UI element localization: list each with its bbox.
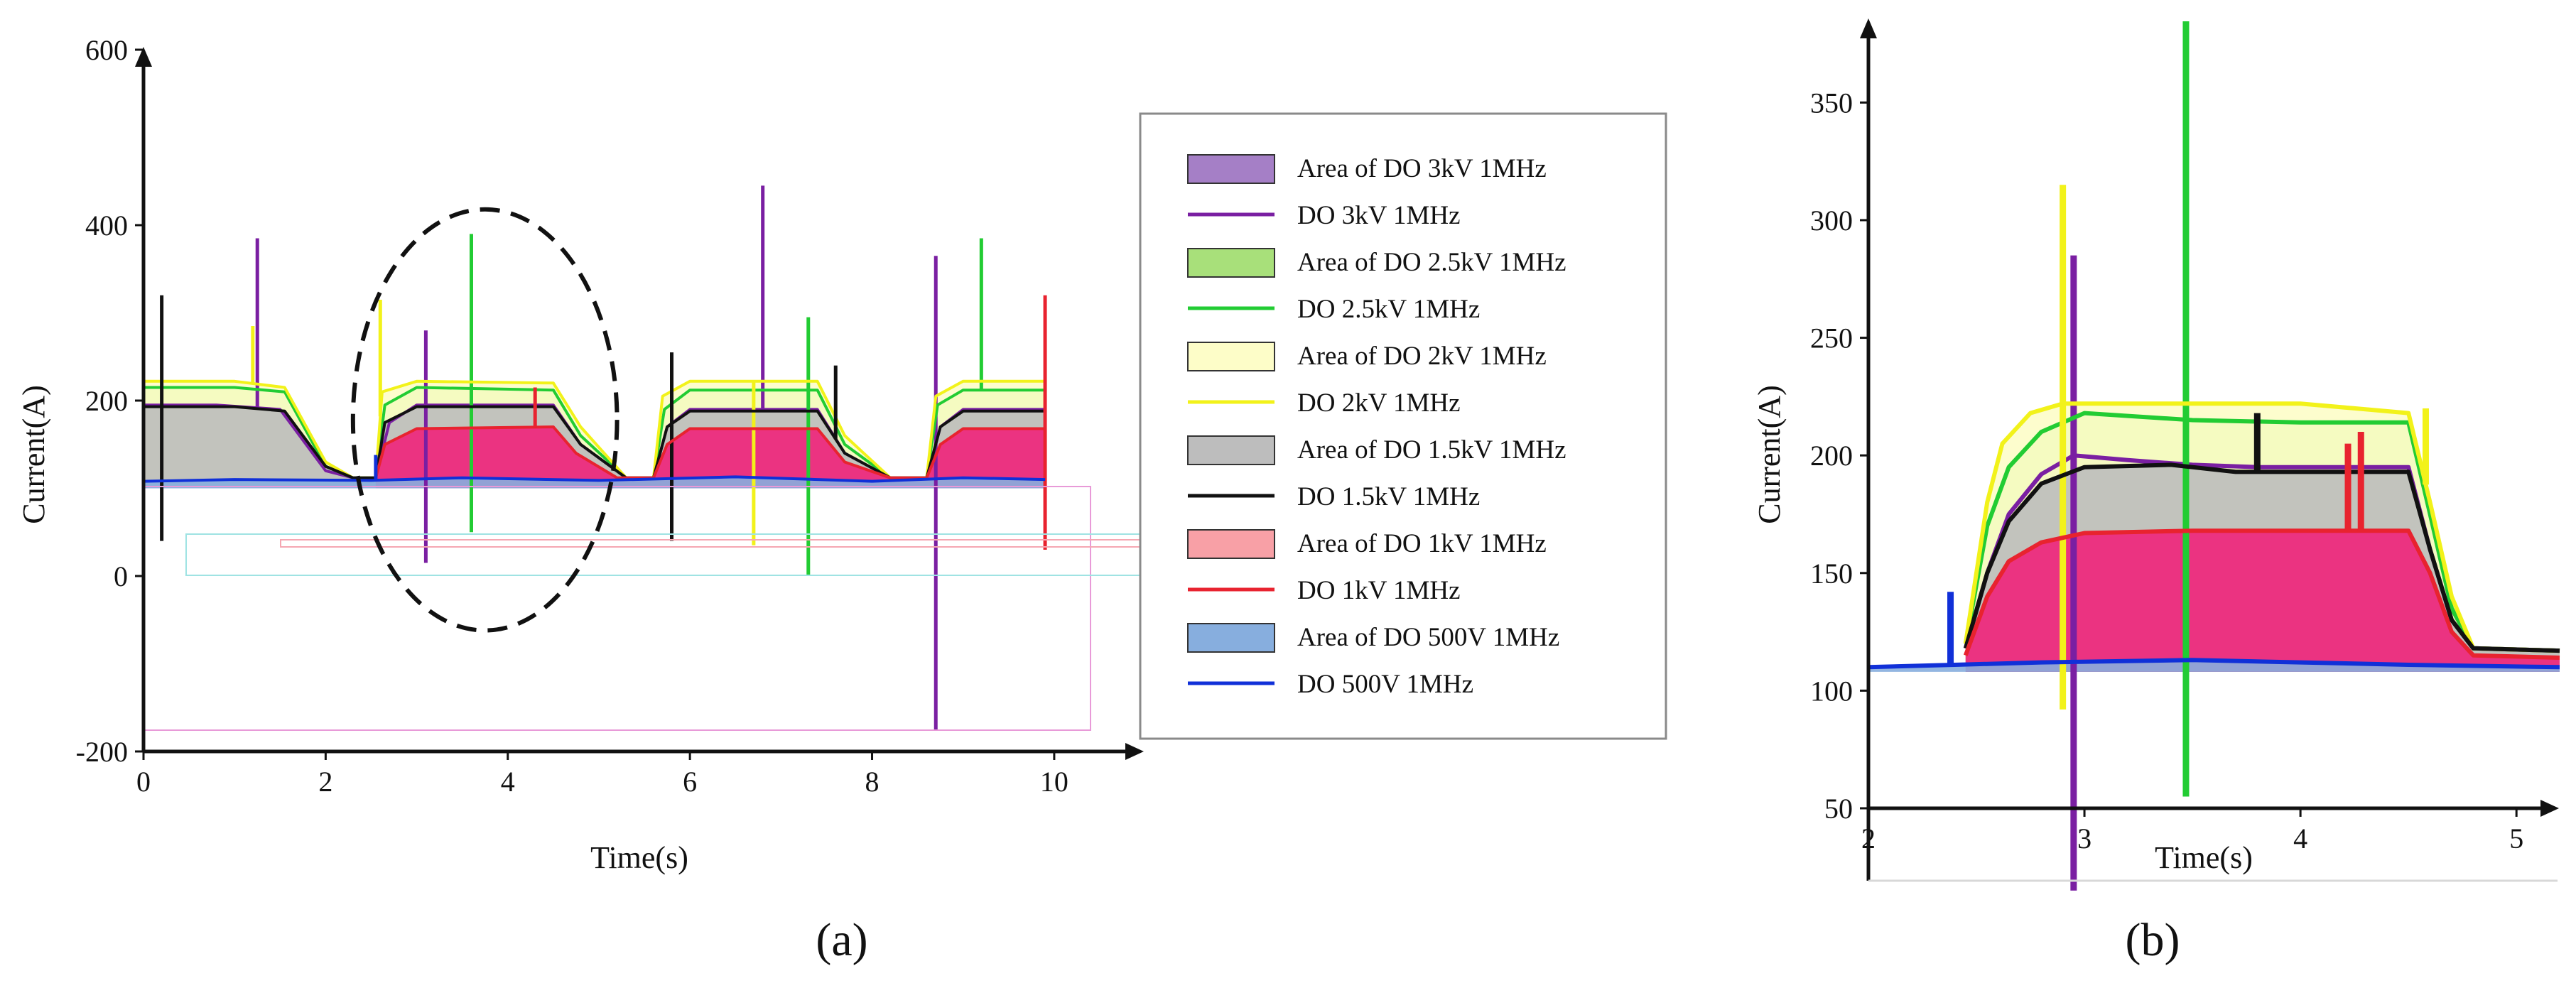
panel-a-plot-area [142, 185, 1144, 731]
legend-item-area-of-do-1kv-1mhz: Area of DO 1kV 1MHz [1187, 529, 1547, 559]
panel-a-y-tick-label: 200 [85, 385, 128, 417]
legend-label: Area of DO 2.5kV 1MHz [1297, 248, 1566, 277]
legend-item-area-of-do-2kv-1mhz: Area of DO 2kV 1MHz [1187, 342, 1547, 371]
legend-label: DO 2kV 1MHz [1297, 389, 1461, 418]
legend-label: Area of DO 500V 1MHz [1297, 623, 1559, 652]
legend-swatch [1187, 529, 1275, 559]
legend-label: DO 500V 1MHz [1297, 670, 1473, 699]
legend: Area of DO 3kV 1MHz DO 3kV 1MHz Area of DO… [1139, 112, 1667, 740]
panel-b-line-do-2kv-1mhz [1963, 401, 2560, 653]
legend-item-do-1kv-1mhz: DO 1kV 1MHz [1188, 576, 1461, 605]
panel-a-y-tick-label: 400 [85, 210, 128, 241]
panel-a-y-tick-label: -200 [76, 736, 128, 768]
panel-b-line-do-1-5kv-1mhz [1963, 462, 2560, 653]
panel-b-y-tick-label: 250 [1810, 322, 1853, 354]
panel-b-ylabel: Current(A) [1752, 385, 1787, 524]
panel-b-label: (b) [2126, 914, 2180, 966]
legend-label: Area of DO 1kV 1MHz [1297, 529, 1547, 558]
legend-item-do-1-5kv-1mhz: DO 1.5kV 1MHz [1188, 482, 1480, 511]
legend-swatch [1187, 342, 1275, 371]
legend-label: Area of DO 3kV 1MHz [1297, 154, 1547, 183]
panel-a-y-tick-label: 0 [114, 560, 128, 592]
legend-item-area-of-do-1-5kv-1mhz: Area of DO 1.5kV 1MHz [1187, 435, 1566, 465]
legend-label: DO 1kV 1MHz [1297, 576, 1461, 605]
panel-b-y-tick-label: 150 [1810, 558, 1853, 590]
legend-item-area-of-do-3kv-1mhz: Area of DO 3kV 1MHz [1187, 154, 1547, 184]
panel-a-x-arrow [1125, 743, 1144, 760]
legend-swatch [1187, 435, 1275, 465]
panel-a-y-arrow [135, 47, 152, 67]
highlight-ellipse [350, 207, 619, 633]
panel-a-label: (a) [816, 914, 867, 966]
legend-item-area-of-do-2-5kv-1mhz: Area of DO 2.5kV 1MHz [1187, 248, 1566, 278]
legend-swatch [1187, 154, 1275, 184]
legend-item-do-2-5kv-1mhz: DO 2.5kV 1MHz [1188, 295, 1480, 324]
legend-item-do-500v-1mhz: DO 500V 1MHz [1188, 670, 1473, 699]
panel-a-line-do-500v-1mhz [143, 475, 1046, 483]
legend-label: Area of DO 2kV 1MHz [1297, 342, 1547, 371]
panel-b-y-tick-label: 50 [1824, 793, 1853, 825]
legend-label: DO 1.5kV 1MHz [1297, 482, 1480, 511]
legend-item-area-of-do-500v-1mhz: Area of DO 500V 1MHz [1187, 623, 1559, 653]
panel-a-line-do-1kv-1mhz [374, 425, 1046, 479]
panel-a-x-tick-label: 4 [501, 766, 515, 798]
panel-a-x-tick-label: 6 [683, 766, 697, 798]
panel-a-y-tick-label: 600 [85, 34, 128, 66]
panel-b-axes: 2 3 4 5 50 100 150 200 250 300 350 [1810, 18, 2559, 882]
panel-b-y-arrow [1860, 18, 1877, 38]
panel-b-line-do-500v-1mhz [1868, 658, 2560, 670]
panel-b: 2 3 4 5 50 100 150 200 250 300 350 Current(A) Time… [1752, 18, 2560, 966]
panel-a-x-tick-label: 0 [136, 766, 151, 798]
panel-b-y-tick-label: 300 [1810, 205, 1853, 237]
panel-b-xlabel: Time(s) [2155, 840, 2253, 875]
panel-b-x-tick-label: 2 [1861, 822, 1876, 854]
panel-a-x-tick-label: 2 [318, 766, 332, 798]
panel-b-y-tick-label: 200 [1810, 440, 1853, 472]
panel-a-x-tick-label: 10 [1040, 766, 1068, 798]
panel-b-x-tick-label: 5 [2509, 822, 2523, 854]
legend-label: Area of DO 1.5kV 1MHz [1297, 435, 1566, 465]
legend-label: DO 3kV 1MHz [1297, 201, 1461, 230]
panel-a-xlabel: Time(s) [590, 840, 688, 875]
panel-b-line-do-1kv-1mhz [1963, 528, 2560, 660]
panel-b-line-do-2-5kv-1mhz [1963, 411, 2560, 653]
panel-b-y-tick-label: 100 [1810, 675, 1853, 707]
panel-a-reference-box [280, 539, 1144, 548]
panel-b-x-tick-label: 4 [2293, 822, 2307, 854]
panel-a-x-tick-label: 8 [865, 766, 880, 798]
legend-item-do-2kv-1mhz: DO 2kV 1MHz [1188, 389, 1461, 418]
panel-a-area-do-1kv-1mhz [375, 427, 1046, 489]
panel-b-x-arrow [2540, 800, 2559, 817]
panel-b-y-tick-label: 350 [1810, 87, 1853, 119]
panel-a-reference-box [142, 486, 1091, 731]
panel-b-x-tick-label: 3 [2077, 822, 2091, 854]
legend-swatch [1187, 248, 1275, 278]
panel-b-area-do-1kv-1mhz [1965, 531, 2560, 672]
legend-label: DO 2.5kV 1MHz [1297, 295, 1480, 324]
panel-a-ylabel: Current(A) [16, 385, 51, 524]
panel-b-plot-area [1868, 21, 2560, 891]
legend-item-do-3kv-1mhz: DO 3kV 1MHz [1188, 201, 1461, 230]
legend-swatch [1187, 623, 1275, 653]
